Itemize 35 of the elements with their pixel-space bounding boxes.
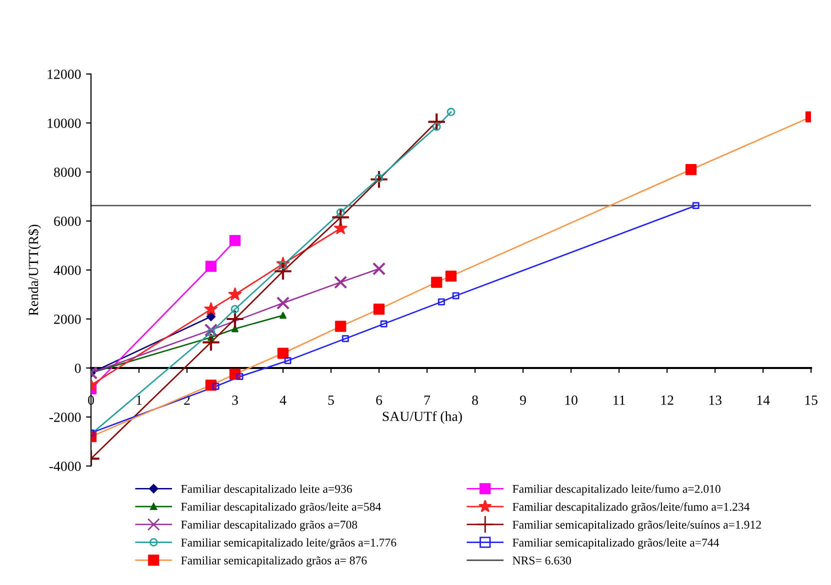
x-tick-label: 14 <box>757 396 770 405</box>
legend-label: NRS= 6.630 <box>512 556 571 565</box>
y-axis-title: Renda/UTT(R$) <box>28 224 41 316</box>
y-tick-label: 6000 <box>54 216 81 226</box>
y-tick-label: 4000 <box>54 266 81 275</box>
x-tick-label: 12 <box>661 396 674 405</box>
y-tick-label: -2000 <box>49 412 81 422</box>
x-tick-label: 3 <box>232 396 238 405</box>
x-tick-label: 6 <box>376 396 382 405</box>
legend-label: Familiar semicapitalizado grãos/leite/suínos a=1.912 <box>512 520 761 532</box>
x-tick-label: 13 <box>709 396 722 405</box>
y-tick-label: 12000 <box>48 70 81 79</box>
legend-label: Familiar semicapitalizado leite/grãos a=1.776 <box>181 538 396 549</box>
legend-label: Familiar descapitalizado grãos a=708 <box>181 520 358 532</box>
y-tick-label: 8000 <box>54 168 81 177</box>
x-tick-label: 15 <box>805 396 818 405</box>
legend-label: Familiar descapitalizado leite a=936 <box>181 484 352 496</box>
x-tick-label: 7 <box>424 396 430 405</box>
x-tick-label: 4 <box>280 396 286 405</box>
x-tick-label: 5 <box>328 396 334 405</box>
y-tick-label: 0 <box>74 364 81 373</box>
x-tick-label: 10 <box>565 395 578 405</box>
x-tick-label: 1 <box>136 396 142 405</box>
y-tick-label: 2000 <box>54 314 81 324</box>
x-tick-label: 9 <box>520 396 526 405</box>
legend-label: Familiar semicapitalizado grãos a= 876 <box>181 556 367 567</box>
legend-label: Familiar semicapitalizado grãos/leite a=744 <box>512 538 720 550</box>
legend-label: Familiar descapitalizado grãos/leite/fumo a=1.234 <box>512 502 750 514</box>
x-axis-title: SAU/UTf (ha) <box>382 411 462 424</box>
y-tick-label: 10000 <box>48 118 81 128</box>
x-tick-label: 11 <box>614 396 625 405</box>
legend-label: Familiar descapitalizado grãos/leite a=584 <box>181 502 381 514</box>
legend-label: Familiar descapitalizado leite/fumo a=2.010 <box>512 484 720 496</box>
x-tick-label: 8 <box>472 395 478 405</box>
y-tick-label: -4000 <box>49 462 81 471</box>
